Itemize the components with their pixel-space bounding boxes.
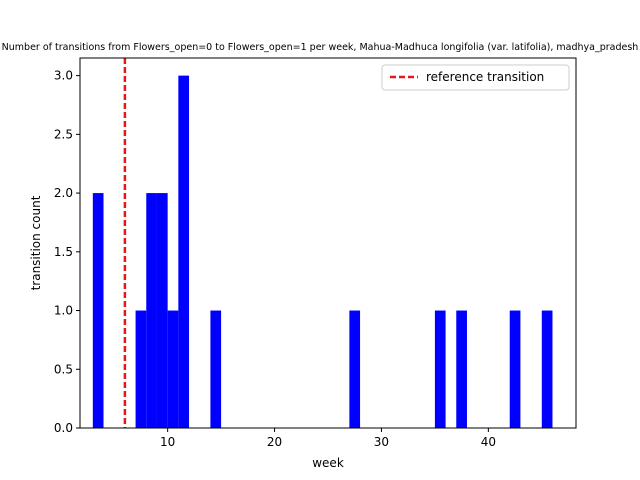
bar-week-7 — [135, 310, 147, 428]
bar-week-3 — [92, 193, 104, 428]
y-tick-label: 3.0 — [54, 69, 73, 83]
x-tick-label: 10 — [160, 435, 175, 449]
chart-title: Number of transitions from Flowers_open=… — [2, 42, 639, 53]
x-axis-ticks: 10 20 30 40 — [160, 428, 496, 449]
bar-week-10 — [167, 310, 179, 428]
bar-week-37 — [456, 310, 467, 428]
bar-week-42 — [509, 310, 521, 428]
bar-week-9 — [156, 193, 168, 428]
x-axis-label: week — [312, 456, 344, 470]
bars-group — [92, 75, 553, 428]
bar-week-35 — [434, 310, 446, 428]
x-tick-label: 40 — [481, 435, 496, 449]
y-tick-label: 0.0 — [54, 421, 73, 435]
bar-week-27 — [349, 310, 361, 428]
y-tick-label: 1.0 — [54, 304, 73, 318]
y-tick-label: 2.0 — [54, 186, 73, 200]
x-tick-label: 20 — [267, 435, 282, 449]
bar-week-45 — [541, 310, 553, 428]
y-tick-label: 1.5 — [54, 245, 73, 259]
x-tick-label: 30 — [374, 435, 389, 449]
y-tick-label: 0.5 — [54, 362, 73, 376]
axes-frame — [79, 57, 577, 429]
bar-week-14 — [210, 310, 222, 428]
y-tick-label: 2.5 — [54, 127, 73, 141]
y-axis-ticks: 0.0 0.5 1.0 1.5 2.0 2.5 3.0 — [54, 69, 80, 435]
legend-reference-label: reference transition — [426, 70, 544, 84]
bar-week-8 — [146, 193, 157, 428]
legend-box — [381, 64, 570, 91]
bar-week-11 — [178, 75, 190, 428]
legend: reference transition — [381, 64, 570, 91]
y-axis-label: transition count — [29, 195, 43, 290]
plot-area: 10 20 30 40 0.0 0.5 1.0 1.5 2.0 2.5 3.0 — [54, 57, 577, 449]
